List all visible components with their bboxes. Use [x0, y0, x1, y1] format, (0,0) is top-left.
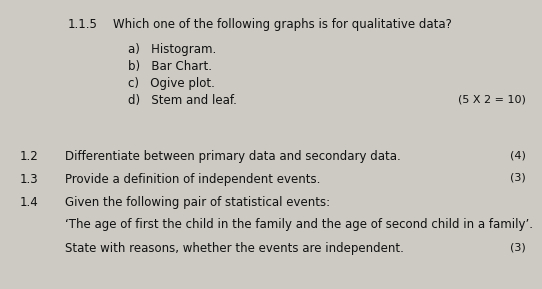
- Text: 1.4: 1.4: [20, 196, 38, 209]
- Text: ‘The age of first the child in the family and the age of second child in a famil: ‘The age of first the child in the famil…: [65, 218, 533, 231]
- Text: c)   Ogive plot.: c) Ogive plot.: [128, 77, 215, 90]
- Text: (4): (4): [510, 150, 526, 160]
- Text: (3): (3): [510, 173, 526, 183]
- Text: Given the following pair of statistical events:: Given the following pair of statistical …: [65, 196, 330, 209]
- Text: 1.3: 1.3: [20, 173, 38, 186]
- Text: (5 X 2 = 10): (5 X 2 = 10): [458, 94, 526, 104]
- Text: Which one of the following graphs is for qualitative data?: Which one of the following graphs is for…: [113, 18, 452, 31]
- Text: b)   Bar Chart.: b) Bar Chart.: [128, 60, 212, 73]
- Text: Provide a definition of independent events.: Provide a definition of independent even…: [65, 173, 320, 186]
- Text: State with reasons, whether the events are independent.: State with reasons, whether the events a…: [65, 242, 404, 255]
- Text: a)   Histogram.: a) Histogram.: [128, 43, 216, 56]
- Text: 1.1.5: 1.1.5: [68, 18, 98, 31]
- Text: Differentiate between primary data and secondary data.: Differentiate between primary data and s…: [65, 150, 401, 163]
- Text: (3): (3): [510, 242, 526, 252]
- Text: 1.2: 1.2: [20, 150, 38, 163]
- Text: d)   Stem and leaf.: d) Stem and leaf.: [128, 94, 237, 107]
